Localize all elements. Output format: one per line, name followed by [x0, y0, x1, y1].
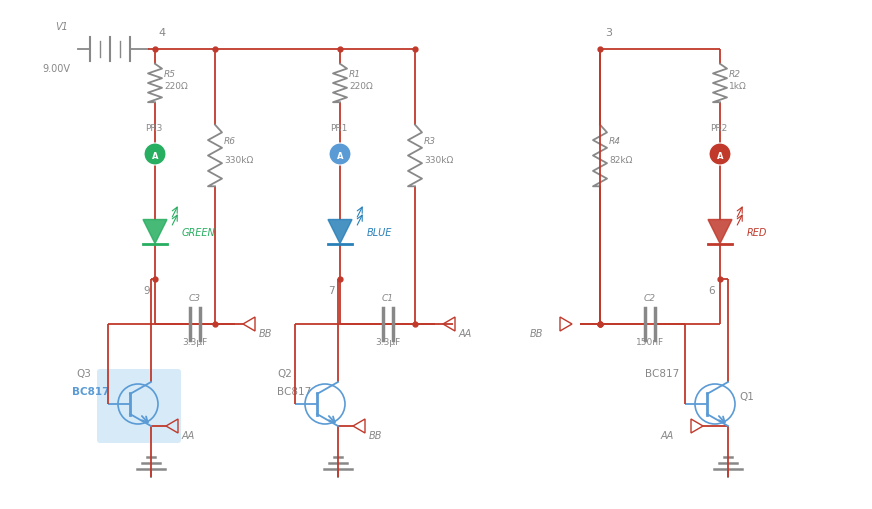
Text: PR2: PR2	[710, 124, 727, 133]
Text: Q3: Q3	[76, 369, 91, 378]
Text: 220Ω: 220Ω	[349, 82, 372, 91]
Circle shape	[144, 144, 166, 165]
Text: 9.00V: 9.00V	[42, 64, 70, 74]
Text: A: A	[152, 151, 158, 160]
Text: R6: R6	[224, 136, 236, 145]
Text: BC817: BC817	[72, 386, 110, 396]
Text: C1: C1	[382, 293, 393, 302]
Text: BB: BB	[530, 328, 543, 338]
Text: 7: 7	[328, 286, 335, 295]
Text: 3: 3	[605, 28, 612, 38]
Text: BC817: BC817	[645, 369, 679, 378]
Text: PR1: PR1	[330, 124, 347, 133]
Circle shape	[329, 144, 351, 165]
Polygon shape	[328, 220, 352, 244]
Circle shape	[709, 144, 731, 165]
Polygon shape	[143, 220, 167, 244]
Text: BLUE: BLUE	[367, 227, 392, 237]
Text: 3.3μF: 3.3μF	[182, 337, 208, 346]
Text: PR3: PR3	[145, 124, 162, 133]
Text: 82kΩ: 82kΩ	[609, 156, 632, 164]
Text: 220Ω: 220Ω	[164, 82, 187, 91]
Text: R3: R3	[424, 136, 436, 145]
Text: 330kΩ: 330kΩ	[424, 156, 453, 164]
FancyBboxPatch shape	[97, 369, 181, 443]
Text: Q2: Q2	[277, 369, 292, 378]
Text: RED: RED	[747, 227, 767, 237]
Text: 150nF: 150nF	[636, 337, 664, 346]
Text: AA: AA	[459, 328, 473, 338]
Text: V1: V1	[55, 22, 68, 32]
Text: 6: 6	[708, 286, 715, 295]
Text: BB: BB	[369, 430, 383, 440]
Text: R4: R4	[609, 136, 621, 145]
Text: 4: 4	[158, 28, 165, 38]
Text: A: A	[337, 151, 344, 160]
Text: C3: C3	[189, 293, 201, 302]
Text: GREEN: GREEN	[182, 227, 215, 237]
Text: R2: R2	[729, 70, 741, 79]
Text: 330kΩ: 330kΩ	[224, 156, 253, 164]
Text: AA: AA	[661, 430, 674, 440]
Text: R5: R5	[164, 70, 176, 79]
Polygon shape	[708, 220, 732, 244]
Text: BB: BB	[259, 328, 272, 338]
Text: 1kΩ: 1kΩ	[729, 82, 746, 91]
Text: Q1: Q1	[739, 391, 754, 401]
Text: 9: 9	[143, 286, 150, 295]
Text: C2: C2	[644, 293, 656, 302]
Text: 3.3μF: 3.3μF	[375, 337, 400, 346]
Text: AA: AA	[182, 430, 195, 440]
Text: A: A	[717, 151, 723, 160]
Text: R1: R1	[349, 70, 361, 79]
Text: BC817: BC817	[277, 386, 311, 396]
